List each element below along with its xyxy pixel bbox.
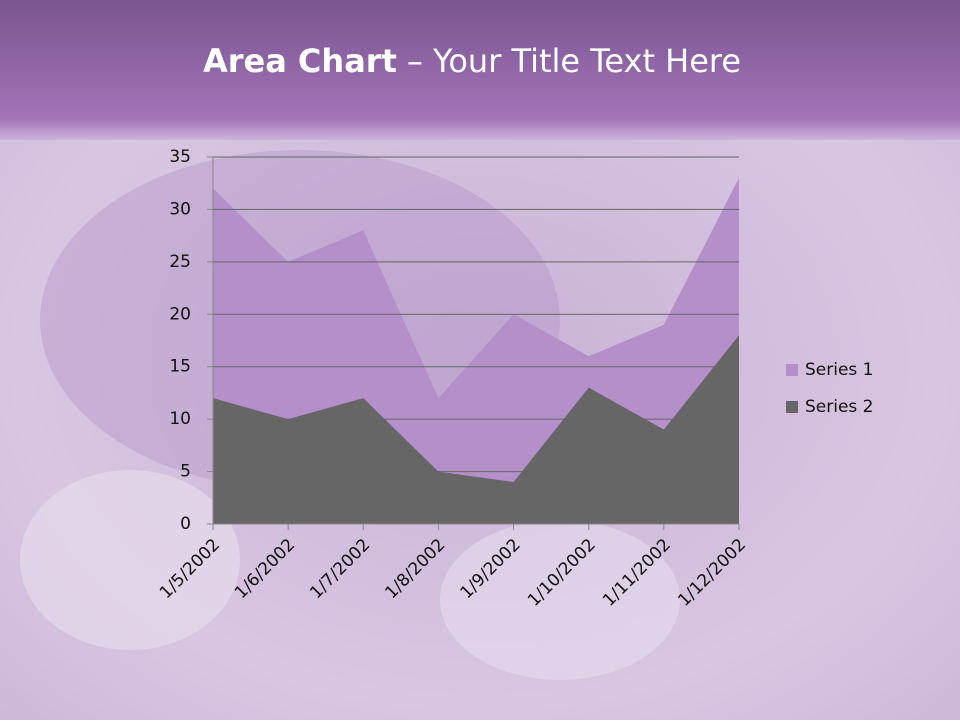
- y-tick-label: 5: [180, 462, 191, 482]
- area: [213, 335, 739, 524]
- legend-swatch: [786, 401, 798, 413]
- y-tick-label: 0: [180, 514, 191, 534]
- background-blur: [20, 470, 240, 650]
- background-blur: [440, 520, 680, 680]
- y-tick-label: 35: [169, 147, 191, 167]
- y-tick-label: 20: [169, 304, 191, 324]
- header-band: [0, 0, 960, 140]
- y-tick-label: 30: [169, 199, 191, 219]
- legend-label: Series 2: [805, 397, 874, 417]
- y-tick-label: 25: [169, 252, 191, 272]
- legend-label: Series 1: [805, 360, 874, 380]
- title-bold: Area Chart: [203, 42, 397, 80]
- y-tick-label: 10: [169, 409, 191, 429]
- legend-swatch: [786, 364, 798, 376]
- chart-title: Area Chart – Your Title Text Here: [203, 42, 741, 80]
- title-rest: – Your Title Text Here: [407, 42, 741, 80]
- y-tick-label: 15: [169, 357, 191, 377]
